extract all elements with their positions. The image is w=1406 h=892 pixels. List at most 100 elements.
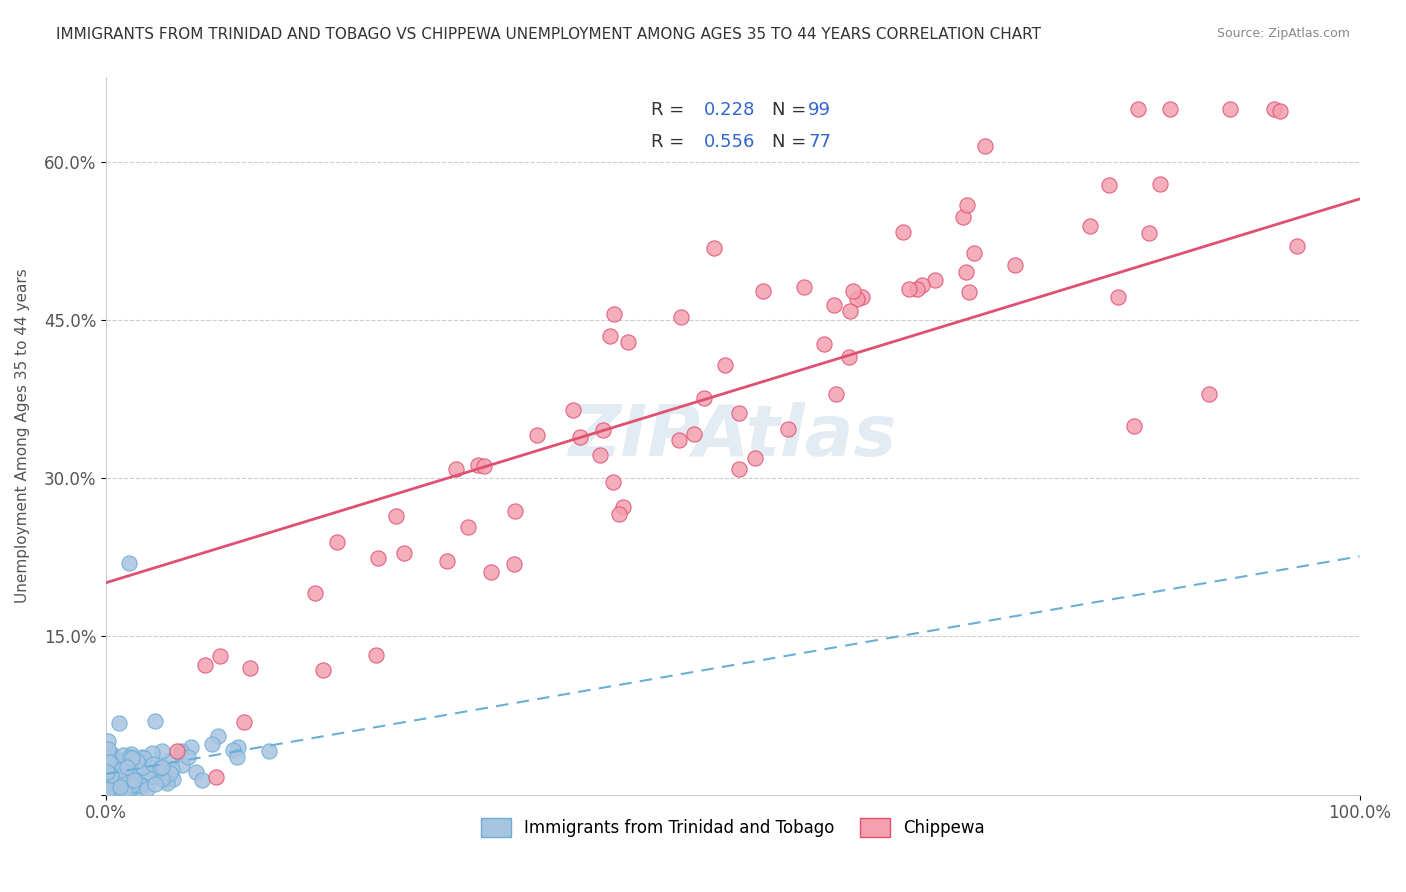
Y-axis label: Unemployment Among Ages 35 to 44 years: Unemployment Among Ages 35 to 44 years: [15, 268, 30, 604]
Point: [607, 507, 630, 521]
Point: [150, 760, 173, 774]
Point: [96, 774, 118, 789]
Point: [122, 780, 145, 794]
Point: [101, 772, 124, 787]
Point: [1107, 289, 1129, 303]
Text: 0.228: 0.228: [704, 101, 755, 119]
Text: R =: R =: [651, 133, 690, 151]
Point: [180, 740, 202, 755]
Point: [103, 772, 125, 786]
Point: [108, 783, 131, 797]
Point: [1198, 387, 1220, 401]
Point: [159, 765, 181, 780]
Point: [110, 764, 132, 778]
Point: [96, 760, 118, 774]
Point: [599, 328, 621, 343]
Point: [118, 774, 141, 789]
Point: [592, 423, 614, 437]
Point: [842, 285, 865, 299]
Point: [122, 772, 145, 787]
Point: [108, 716, 131, 731]
Point: [394, 546, 416, 560]
Point: [121, 751, 143, 765]
Point: [156, 775, 179, 789]
Point: [98, 777, 121, 791]
Point: [129, 782, 152, 797]
Point: [143, 777, 166, 791]
Point: [122, 754, 145, 768]
Point: [111, 753, 134, 767]
Point: [312, 663, 335, 677]
Point: [222, 743, 245, 757]
Point: [603, 307, 626, 321]
Point: [436, 554, 458, 568]
Point: [239, 661, 262, 675]
Point: [110, 763, 132, 777]
Point: [891, 225, 914, 239]
Point: [141, 771, 163, 785]
Point: [973, 139, 995, 153]
Point: [367, 551, 389, 566]
Point: [134, 750, 156, 764]
Point: [194, 658, 217, 673]
Point: [793, 279, 815, 293]
Point: [924, 273, 946, 287]
Point: [138, 764, 160, 779]
Point: [617, 334, 640, 349]
Point: [200, 737, 222, 751]
Point: [101, 747, 124, 762]
Point: [1219, 102, 1241, 116]
Point: [905, 282, 928, 296]
Point: [162, 772, 184, 787]
Point: [851, 289, 873, 303]
Point: [142, 756, 165, 771]
Point: [129, 778, 152, 792]
Point: [128, 778, 150, 792]
Point: [963, 246, 986, 260]
Point: [98, 776, 121, 790]
Point: [150, 744, 173, 758]
Point: [1098, 178, 1121, 193]
Point: [207, 729, 229, 743]
Point: [124, 760, 146, 774]
Point: [108, 778, 131, 792]
Point: [526, 428, 548, 442]
Point: [1268, 103, 1291, 118]
Point: [683, 426, 706, 441]
Point: [612, 500, 634, 514]
Point: [467, 458, 489, 472]
Point: [101, 749, 124, 764]
Point: [671, 310, 693, 324]
Point: [127, 754, 149, 768]
Point: [503, 557, 526, 571]
Point: [118, 556, 141, 570]
Point: [149, 761, 172, 775]
Text: ZIPAtlas: ZIPAtlas: [568, 401, 897, 471]
Point: [898, 282, 921, 296]
Point: [728, 406, 751, 420]
Point: [103, 774, 125, 789]
Point: [96, 772, 118, 787]
Point: [209, 649, 232, 664]
Point: [589, 448, 612, 462]
Legend: Immigrants from Trinidad and Tobago, Chippewa: Immigrants from Trinidad and Tobago, Chi…: [474, 811, 991, 844]
Point: [97, 787, 120, 801]
Point: [150, 771, 173, 785]
Point: [125, 764, 148, 778]
Point: [385, 508, 408, 523]
Point: [101, 771, 124, 785]
Point: [111, 747, 134, 762]
Point: [751, 284, 773, 298]
Point: [186, 765, 208, 780]
Point: [100, 774, 122, 789]
Text: N =: N =: [749, 101, 813, 119]
Point: [136, 782, 159, 797]
Point: [108, 765, 131, 780]
Point: [713, 359, 735, 373]
Point: [120, 747, 142, 761]
Point: [114, 785, 136, 799]
Point: [444, 462, 467, 476]
Point: [108, 780, 131, 794]
Point: [366, 648, 388, 662]
Text: R =: R =: [651, 101, 690, 119]
